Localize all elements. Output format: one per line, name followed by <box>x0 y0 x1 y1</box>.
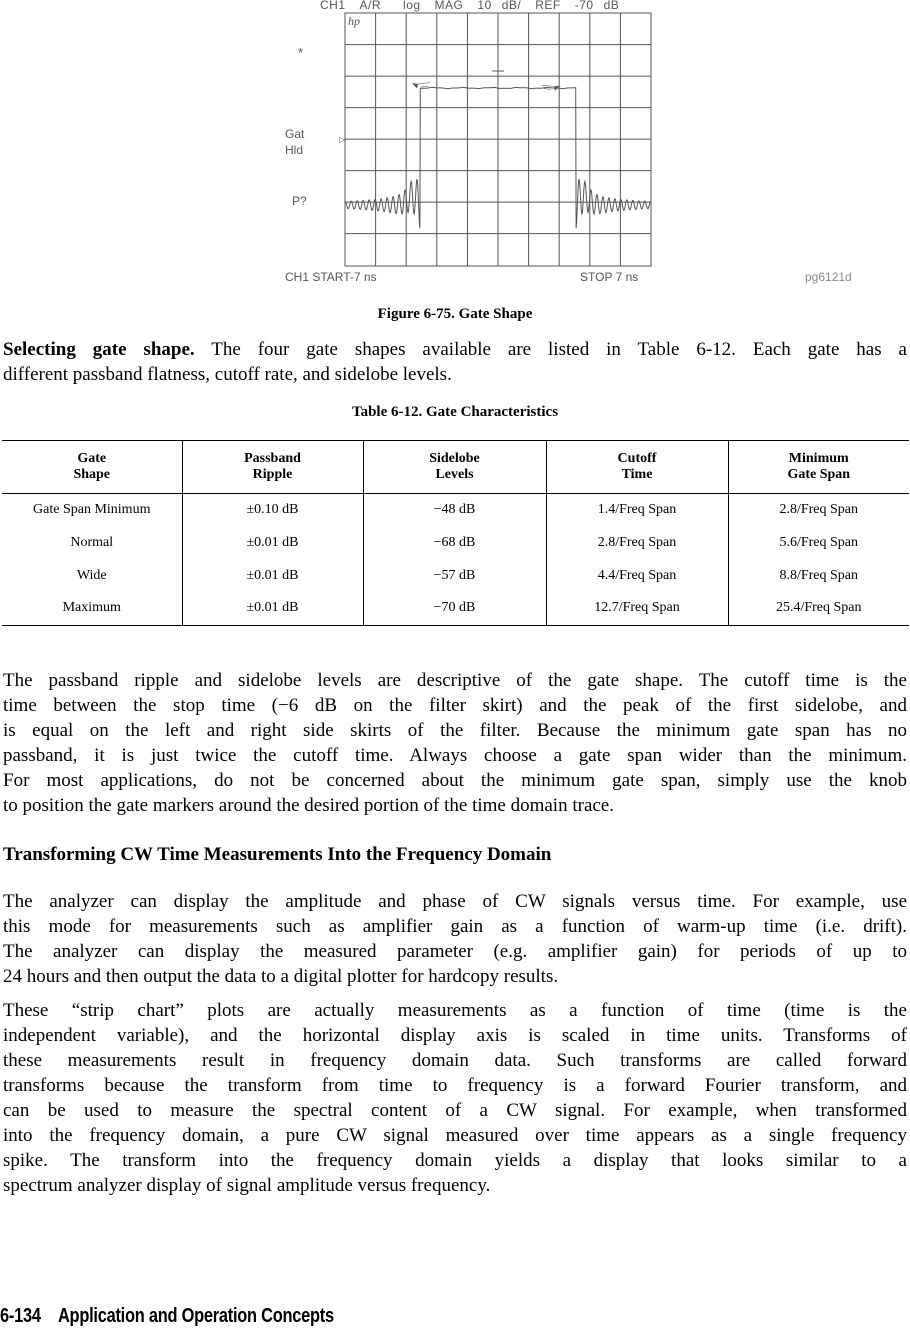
svg-text:CH1 START-7 ns: CH1 START-7 ns <box>285 270 377 284</box>
svg-text:Gat: Gat <box>285 127 305 141</box>
svg-text:STOP 7 ns: STOP 7 ns <box>580 270 638 284</box>
svg-text:Hld: Hld <box>285 143 303 157</box>
svg-text:*: * <box>298 45 303 60</box>
svg-text:▷: ▷ <box>339 135 346 144</box>
svg-text:P?: P? <box>292 194 307 208</box>
svg-text:hp: hp <box>348 14 360 28</box>
svg-text:pg6121d: pg6121d <box>805 270 852 284</box>
